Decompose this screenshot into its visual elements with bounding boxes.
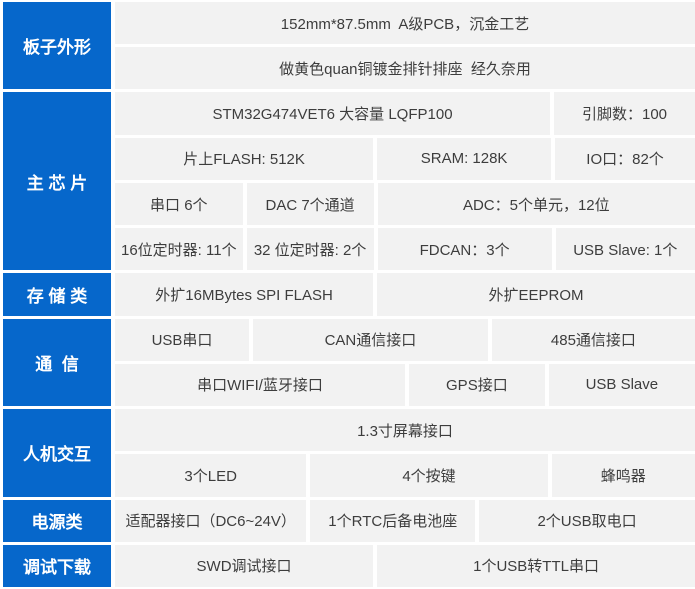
table-row: 16位定时器: 11个 32 位定时器: 2个 FDCAN：3个 USB Sla…	[115, 228, 695, 271]
table-row: 做黄色quan铜镀金排针排座 经久奈用	[115, 47, 695, 90]
table-row: 串口 6个 DAC 7个通道 ADC：5个单元，12位	[115, 182, 695, 226]
spec-cell: ADC：5个单元，12位	[377, 182, 695, 226]
spec-cell: STM32G474VET6 大容量 LQFP100	[115, 92, 550, 135]
section-hmi: 人机交互	[3, 409, 111, 497]
section-board-shape: 板子外形	[3, 2, 111, 90]
table-row: 152mm*87.5mm A级PCB，沉金工艺	[115, 2, 695, 45]
spec-cell: 外扩16MBytes SPI FLASH	[115, 273, 374, 316]
spec-cell: 蜂鸣器	[551, 454, 695, 497]
spec-cell: 1个USB转TTL串口	[377, 544, 695, 587]
table-row: 1.3寸屏幕接口	[115, 409, 695, 452]
spec-cell: 片上FLASH: 512K	[115, 137, 374, 180]
spec-cell: FDCAN：3个	[377, 228, 552, 271]
section-communication: 通 信	[3, 318, 111, 407]
section-main-chip: 主 芯 片	[3, 92, 111, 271]
spec-cell: DAC 7个通道	[246, 182, 374, 226]
spec-cell: USB Slave: 1个	[555, 228, 695, 271]
section-debug-download: 调试下载	[3, 544, 111, 587]
spec-cell: SWD调试接口	[115, 544, 374, 587]
spec-cell: GPS接口	[409, 363, 545, 407]
spec-cell: CAN通信接口	[252, 318, 488, 361]
spec-cell: 外扩EEPROM	[377, 273, 695, 316]
table-row: 适配器接口（DC6~24V） 1个RTC后备电池座 2个USB取电口	[115, 499, 695, 542]
table-row: 3个LED 4个按键 蜂鸣器	[115, 454, 695, 497]
table-row: USB串口 CAN通信接口 485通信接口	[115, 318, 695, 361]
spec-cell: 串口WIFI/蓝牙接口	[115, 363, 405, 407]
table-row: 串口WIFI/蓝牙接口 GPS接口 USB Slave	[115, 363, 695, 407]
spec-cell: SRAM: 128K	[377, 137, 552, 180]
spec-cell: 32 位定时器: 2个	[246, 228, 374, 271]
spec-cell: 4个按键	[310, 454, 548, 497]
table-row: 外扩16MBytes SPI FLASH 外扩EEPROM	[115, 273, 695, 316]
spec-cell: USB Slave	[548, 363, 695, 407]
spec-cell: IO口：82个	[555, 137, 695, 180]
spec-cell: 1个RTC后备电池座	[310, 499, 476, 542]
spec-cell: 串口 6个	[115, 182, 243, 226]
table-row: 片上FLASH: 512K SRAM: 128K IO口：82个	[115, 137, 695, 180]
section-storage: 存 储 类	[3, 273, 111, 316]
table-row: STM32G474VET6 大容量 LQFP100 引脚数：100	[115, 92, 695, 135]
spec-cell: 16位定时器: 11个	[115, 228, 243, 271]
spec-cell: 1.3寸屏幕接口	[115, 409, 695, 452]
table-row: SWD调试接口 1个USB转TTL串口	[115, 544, 695, 587]
spec-cell: USB串口	[115, 318, 249, 361]
spec-cell: 引脚数：100	[554, 92, 695, 135]
spec-cell: 152mm*87.5mm A级PCB，沉金工艺	[115, 2, 695, 45]
spec-cell: 2个USB取电口	[479, 499, 695, 542]
spec-cell: 485通信接口	[491, 318, 695, 361]
spec-cell: 适配器接口（DC6~24V）	[115, 499, 307, 542]
section-power: 电源类	[3, 499, 111, 542]
spec-cell: 3个LED	[115, 454, 307, 497]
spec-cell: 做黄色quan铜镀金排针排座 经久奈用	[115, 47, 695, 90]
